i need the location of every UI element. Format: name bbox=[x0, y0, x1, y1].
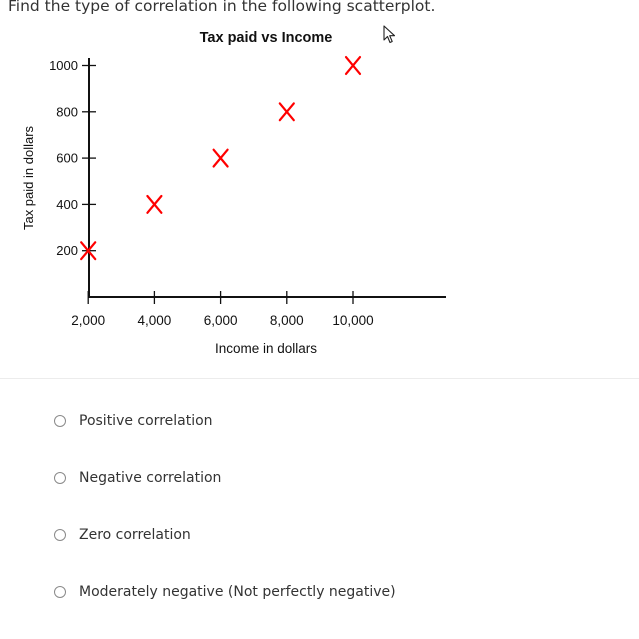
data-point bbox=[344, 55, 362, 76]
mouse-pointer-icon bbox=[383, 25, 396, 44]
y-axis-label: Tax paid in dollars bbox=[21, 125, 36, 230]
y-tick-label: 600 bbox=[56, 151, 78, 166]
section-divider bbox=[0, 378, 639, 379]
x-tick-label: 4,000 bbox=[138, 313, 172, 328]
x-tick-label: 6,000 bbox=[204, 313, 238, 328]
x-tick-label: 8,000 bbox=[270, 313, 304, 328]
y-tick-label: 400 bbox=[56, 197, 78, 212]
option-zero-correlation[interactable]: Zero correlation bbox=[54, 525, 396, 545]
option-positive-correlation[interactable]: Positive correlation bbox=[54, 411, 396, 431]
data-point bbox=[146, 194, 163, 214]
option-label: Positive correlation bbox=[79, 413, 213, 429]
chart-title: Tax paid vs Income bbox=[200, 30, 333, 46]
x-ticks: 2,000 4,000 6,000 8,000 10,000 bbox=[71, 291, 374, 328]
x-axis-label: Income in dollars bbox=[215, 341, 317, 356]
y-ticks: 200 400 600 800 1000 bbox=[49, 58, 96, 258]
answer-options: Positive correlation Negative correlatio… bbox=[54, 411, 396, 639]
option-label: Moderately negative (Not perfectly negat… bbox=[79, 584, 396, 600]
y-tick-label: 800 bbox=[56, 104, 78, 119]
radio-circle-icon[interactable] bbox=[54, 586, 66, 598]
option-label: Zero correlation bbox=[79, 527, 191, 543]
data-point bbox=[278, 102, 295, 122]
data-point bbox=[212, 148, 229, 168]
data-point bbox=[80, 241, 97, 261]
data-points bbox=[80, 55, 362, 261]
x-tick-label: 10,000 bbox=[332, 313, 373, 328]
radio-circle-icon[interactable] bbox=[54, 529, 66, 541]
scatter-chart: Tax paid vs Income Tax paid in dollars I… bbox=[21, 30, 446, 356]
y-tick-label: 1000 bbox=[49, 58, 78, 73]
x-tick-label: 2,000 bbox=[71, 313, 105, 328]
option-label: Negative correlation bbox=[79, 470, 222, 486]
question-text: Find the type of correlation in the foll… bbox=[8, 0, 436, 15]
radio-circle-icon[interactable] bbox=[54, 415, 66, 427]
y-tick-label: 200 bbox=[56, 243, 78, 258]
option-negative-correlation[interactable]: Negative correlation bbox=[54, 468, 396, 488]
radio-circle-icon[interactable] bbox=[54, 472, 66, 484]
option-moderately-negative[interactable]: Moderately negative (Not perfectly negat… bbox=[54, 582, 396, 602]
